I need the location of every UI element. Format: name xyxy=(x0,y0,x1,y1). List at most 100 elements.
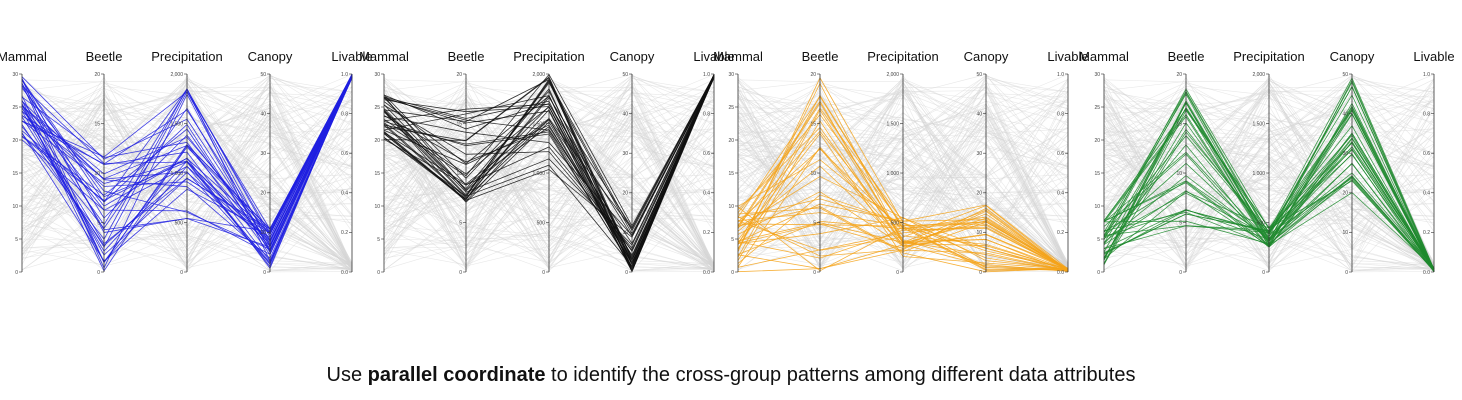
axis-title-precipitation: Precipitation xyxy=(151,49,223,64)
tick-label: 2,000 xyxy=(532,72,545,78)
axis-title-beetle: Beetle xyxy=(1168,49,1205,64)
tick-label: 0.8 xyxy=(1423,111,1430,117)
axis-title-precipitation: Precipitation xyxy=(1233,49,1305,64)
tick-label: 40 xyxy=(260,111,266,117)
tick-label: 10 xyxy=(1176,171,1182,177)
tick-label: 1.0 xyxy=(703,72,710,78)
axis-title-mammal: Mammal xyxy=(713,49,763,64)
chart-panel-3: Mammal 0 5 10 15 20 25 30 Beetle 0 5 10 15 20 Precipit… xyxy=(713,49,1089,276)
tick-label: 10 xyxy=(94,171,100,177)
tick-label: 1.0 xyxy=(1057,72,1064,78)
caption: Use parallel coordinate to identify the … xyxy=(0,364,1462,387)
tick-label: 20 xyxy=(374,138,380,144)
tick-label: 10 xyxy=(1094,204,1100,210)
tick-label: 0.4 xyxy=(703,191,710,197)
tick-label: 0.6 xyxy=(1423,151,1430,157)
axis-title-livable: Livable xyxy=(331,49,372,64)
tick-label: 30 xyxy=(1094,72,1100,78)
tick-label: 10 xyxy=(260,230,266,236)
tick-label: 0 xyxy=(263,270,266,276)
axis-title-mammal: Mammal xyxy=(359,49,409,64)
tick-label: 0.8 xyxy=(1057,111,1064,117)
tick-label: 20 xyxy=(94,72,100,78)
tick-label: 0 xyxy=(625,270,628,276)
tick-label: 25 xyxy=(1094,105,1100,111)
axis-title-canopy: Canopy xyxy=(964,49,1009,64)
tick-label: 5 xyxy=(377,237,380,243)
tick-label: 0 xyxy=(813,270,816,276)
tick-label: 1,000 xyxy=(1252,171,1265,177)
tick-label: 0.2 xyxy=(1057,230,1064,236)
tick-label: 30 xyxy=(976,151,982,157)
caption-suffix: to identify the cross-group patterns amo… xyxy=(545,364,1136,386)
tick-label: 2,000 xyxy=(886,72,899,78)
axis-title-precipitation: Precipitation xyxy=(513,49,585,64)
tick-label: 1,500 xyxy=(170,121,183,127)
tick-label: 500 xyxy=(1257,220,1266,226)
tick-label: 40 xyxy=(976,111,982,117)
tick-label: 20 xyxy=(260,191,266,197)
axis-title-livable: Livable xyxy=(1413,49,1454,64)
tick-label: 1,000 xyxy=(532,171,545,177)
tick-label: 30 xyxy=(728,72,734,78)
axis-title-beetle: Beetle xyxy=(86,49,123,64)
axis-title-precipitation: Precipitation xyxy=(867,49,939,64)
tick-label: 15 xyxy=(810,121,816,127)
axis-title-beetle: Beetle xyxy=(448,49,485,64)
tick-label: 30 xyxy=(260,151,266,157)
tick-label: 0 xyxy=(542,270,545,276)
tick-label: 5 xyxy=(459,220,462,226)
tick-label: 10 xyxy=(12,204,18,210)
axis-title-mammal: Mammal xyxy=(1079,49,1129,64)
tick-label: 0 xyxy=(979,270,982,276)
tick-label: 0 xyxy=(731,270,734,276)
tick-label: 25 xyxy=(728,105,734,111)
tick-label: 5 xyxy=(1097,237,1100,243)
tick-label: 500 xyxy=(891,220,900,226)
tick-label: 500 xyxy=(537,220,546,226)
tick-label: 20 xyxy=(456,72,462,78)
tick-label: 20 xyxy=(1176,72,1182,78)
tick-label: 1.0 xyxy=(341,72,348,78)
tick-label: 15 xyxy=(94,121,100,127)
tick-label: 0 xyxy=(459,270,462,276)
tick-label: 10 xyxy=(810,171,816,177)
tick-label: 50 xyxy=(622,72,628,78)
tick-label: 0.0 xyxy=(703,270,710,276)
parallel-coordinate-charts: Mammal 0 5 10 15 20 25 30 Beetle 0 5 10 15 20 Precipit… xyxy=(0,49,1455,276)
tick-label: 30 xyxy=(622,151,628,157)
tick-label: 0.6 xyxy=(1057,151,1064,157)
tick-label: 0.8 xyxy=(703,111,710,117)
tick-label: 0 xyxy=(1345,270,1348,276)
axis-title-livable: Livable xyxy=(1047,49,1088,64)
tick-label: 0 xyxy=(896,270,899,276)
tick-label: 15 xyxy=(12,171,18,177)
tick-label: 10 xyxy=(728,204,734,210)
tick-label: 2,000 xyxy=(170,72,183,78)
tick-label: 50 xyxy=(260,72,266,78)
tick-label: 0 xyxy=(1262,270,1265,276)
tick-label: 1,000 xyxy=(886,171,899,177)
tick-label: 10 xyxy=(456,171,462,177)
tick-label: 15 xyxy=(456,121,462,127)
tick-label: 0.0 xyxy=(1057,270,1064,276)
tick-label: 0.0 xyxy=(1423,270,1430,276)
tick-label: 15 xyxy=(1176,121,1182,127)
tick-label: 0 xyxy=(180,270,183,276)
tick-label: 30 xyxy=(12,72,18,78)
tick-label: 0.2 xyxy=(341,230,348,236)
tick-label: 0.4 xyxy=(1057,191,1064,197)
tick-label: 20 xyxy=(976,191,982,197)
tick-label: 10 xyxy=(976,230,982,236)
tick-label: 0 xyxy=(15,270,18,276)
tick-label: 10 xyxy=(1342,230,1348,236)
tick-label: 0.4 xyxy=(1423,191,1430,197)
tick-label: 0 xyxy=(97,270,100,276)
tick-label: 0 xyxy=(1179,270,1182,276)
tick-label: 0.6 xyxy=(341,151,348,157)
chart-panel-1: Mammal 0 5 10 15 20 25 30 Beetle 0 5 10 15 20 Precipit… xyxy=(0,49,373,276)
tick-label: 0.4 xyxy=(341,191,348,197)
axis-title-beetle: Beetle xyxy=(802,49,839,64)
tick-label: 15 xyxy=(728,171,734,177)
tick-label: 20 xyxy=(728,138,734,144)
